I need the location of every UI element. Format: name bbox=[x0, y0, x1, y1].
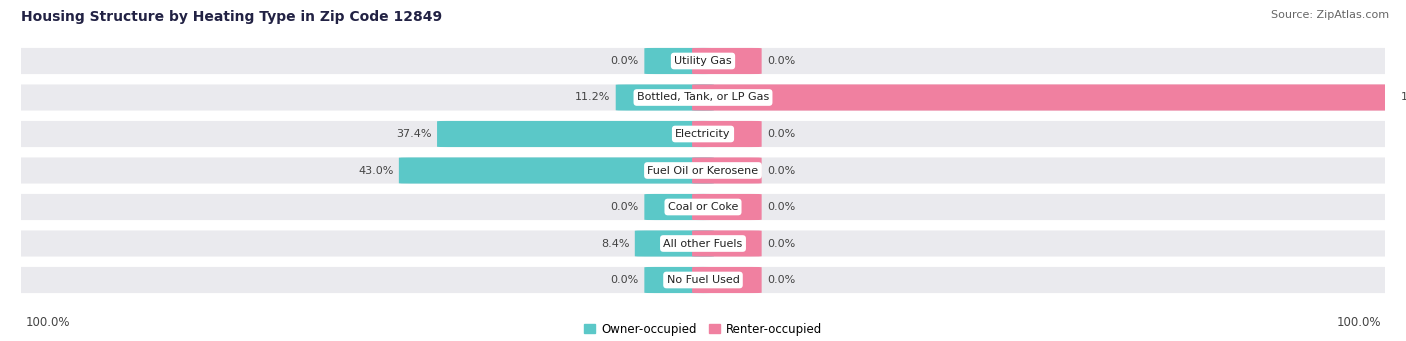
Text: 0.0%: 0.0% bbox=[768, 165, 796, 176]
Text: Source: ZipAtlas.com: Source: ZipAtlas.com bbox=[1271, 10, 1389, 20]
FancyBboxPatch shape bbox=[399, 158, 714, 183]
FancyBboxPatch shape bbox=[692, 194, 762, 220]
FancyBboxPatch shape bbox=[437, 121, 714, 147]
Text: 0.0%: 0.0% bbox=[610, 56, 638, 66]
Text: All other Fuels: All other Fuels bbox=[664, 238, 742, 249]
FancyBboxPatch shape bbox=[644, 48, 714, 74]
FancyBboxPatch shape bbox=[10, 121, 1396, 147]
FancyBboxPatch shape bbox=[692, 121, 762, 147]
Text: 0.0%: 0.0% bbox=[768, 129, 796, 139]
Text: 37.4%: 37.4% bbox=[396, 129, 432, 139]
Text: Bottled, Tank, or LP Gas: Bottled, Tank, or LP Gas bbox=[637, 92, 769, 103]
FancyBboxPatch shape bbox=[10, 48, 1396, 74]
FancyBboxPatch shape bbox=[692, 85, 1396, 110]
FancyBboxPatch shape bbox=[644, 267, 714, 293]
Text: 0.0%: 0.0% bbox=[768, 56, 796, 66]
FancyBboxPatch shape bbox=[616, 85, 714, 110]
Text: 11.2%: 11.2% bbox=[575, 92, 610, 103]
FancyBboxPatch shape bbox=[692, 267, 762, 293]
Text: 0.0%: 0.0% bbox=[768, 275, 796, 285]
Text: Electricity: Electricity bbox=[675, 129, 731, 139]
Text: 0.0%: 0.0% bbox=[610, 275, 638, 285]
Text: 8.4%: 8.4% bbox=[600, 238, 630, 249]
FancyBboxPatch shape bbox=[692, 158, 762, 183]
Text: Coal or Coke: Coal or Coke bbox=[668, 202, 738, 212]
FancyBboxPatch shape bbox=[636, 231, 714, 256]
FancyBboxPatch shape bbox=[10, 194, 1396, 220]
Text: 100.0%: 100.0% bbox=[25, 316, 70, 329]
FancyBboxPatch shape bbox=[692, 231, 762, 256]
Text: 0.0%: 0.0% bbox=[768, 202, 796, 212]
Text: 100.0%: 100.0% bbox=[1402, 92, 1406, 103]
Text: Fuel Oil or Kerosene: Fuel Oil or Kerosene bbox=[647, 165, 759, 176]
FancyBboxPatch shape bbox=[10, 85, 1396, 110]
FancyBboxPatch shape bbox=[10, 231, 1396, 256]
FancyBboxPatch shape bbox=[644, 194, 714, 220]
Text: 0.0%: 0.0% bbox=[610, 202, 638, 212]
Text: 0.0%: 0.0% bbox=[768, 238, 796, 249]
Text: 43.0%: 43.0% bbox=[359, 165, 394, 176]
Text: No Fuel Used: No Fuel Used bbox=[666, 275, 740, 285]
FancyBboxPatch shape bbox=[692, 48, 762, 74]
Text: Housing Structure by Heating Type in Zip Code 12849: Housing Structure by Heating Type in Zip… bbox=[21, 10, 443, 24]
FancyBboxPatch shape bbox=[10, 158, 1396, 183]
FancyBboxPatch shape bbox=[10, 267, 1396, 293]
Text: 100.0%: 100.0% bbox=[1336, 316, 1381, 329]
Legend: Owner-occupied, Renter-occupied: Owner-occupied, Renter-occupied bbox=[583, 323, 823, 336]
Text: Utility Gas: Utility Gas bbox=[675, 56, 731, 66]
